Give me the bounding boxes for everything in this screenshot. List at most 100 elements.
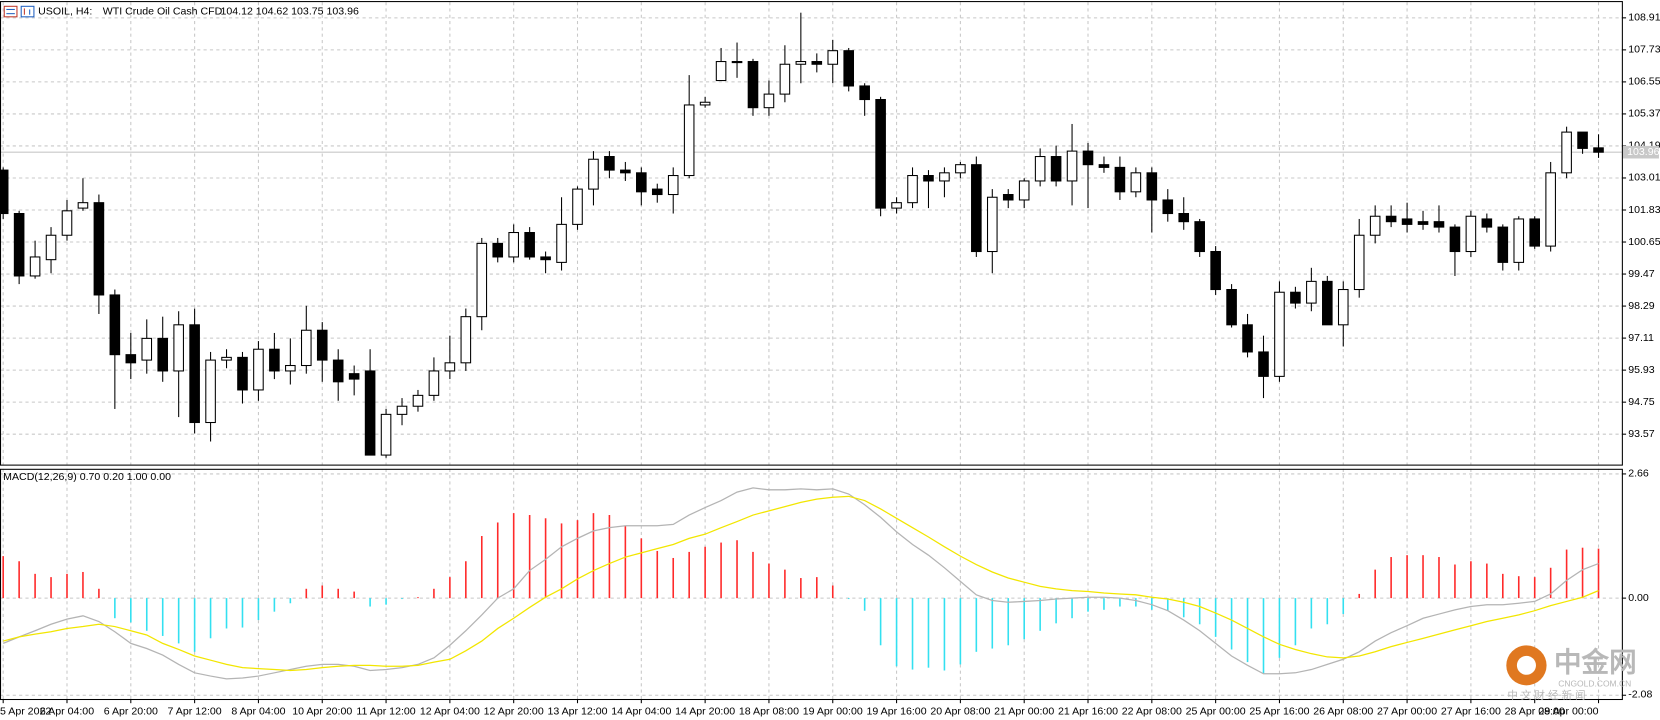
y-tick-label: 98.29 [1628,300,1655,312]
candle-body [1449,226,1461,253]
macd-bar [688,551,690,599]
macd-bar [289,598,292,604]
marks-layer: 108.91 107.73 106.55 105.37 104.19 103.01 101.… [0,12,1660,717]
x-tick-label: 6 Apr 20:00 [104,705,158,717]
candle-body [1210,251,1221,291]
macd-bar [1342,598,1345,614]
y-tick-label: 97.11 [1628,332,1654,344]
y-tick-label: 108.91 [1628,12,1660,24]
candle-body [620,169,631,174]
candle-body [141,337,153,361]
macd-bar [225,598,228,629]
macd-bar [1406,555,1408,599]
macd-bar [544,518,547,599]
brand: 中金网 [1554,647,1637,678]
x-tick-label: 18 Apr 08:00 [739,705,799,717]
x-tick-label: 27 Apr 16:00 [1441,705,1501,717]
candle-body [316,329,328,361]
candle-body [253,348,264,391]
candle-body [1274,291,1285,377]
macd-bar [1135,598,1137,607]
macd-bar [1039,598,1041,631]
macd-bar [1565,549,1568,599]
candle-body [1481,218,1493,228]
macd-bar [1326,598,1329,625]
macd-bar [1422,555,1424,599]
candle-body [699,101,711,106]
candle-body [1353,234,1365,291]
candle-body [986,196,998,253]
candle-body [636,172,647,193]
candle-body [1066,150,1078,182]
candle-body [683,104,695,177]
macd-bar [959,598,962,665]
candle-body [795,61,807,65]
icon-menu[interactable] [3,5,18,18]
tagline: 中 文 财 经 新 闻 [1507,689,1585,702]
macd-bar [1119,598,1121,607]
macd-bar [1390,557,1392,599]
candle-body [667,175,679,196]
x-tick-label: 25 Apr 00:00 [1186,705,1246,717]
candle-body [604,156,615,171]
candle-body [763,93,775,109]
candle-body [332,359,344,383]
macd-bar [512,513,515,599]
macd-bar [433,588,435,599]
macd-bar [385,598,387,605]
candle-body [1098,164,1110,168]
macd-bar [576,520,579,599]
candle-body [13,213,25,277]
candle-body [1513,218,1525,263]
candle-body [205,359,216,424]
y-tick-label: 105.37 [1628,108,1660,120]
x-tick-label: 20 Apr 08:00 [930,705,990,717]
macd-bar [784,569,786,599]
macd-bar [1246,598,1249,663]
x-tick-label: 12 Apr 04:00 [420,705,480,717]
macd-bar [704,546,706,599]
icon-chart[interactable] [20,5,35,18]
macd-bar [975,598,978,652]
candle-body [29,256,41,277]
macd-bar [2,556,4,599]
candle-body [1545,172,1556,247]
macd-bar [401,598,403,600]
macd-bar [847,598,850,600]
macd-bar [1071,598,1073,619]
candle-body [1162,199,1174,215]
candle-body [1369,215,1381,236]
macd-bar [1533,577,1536,599]
macd-bar [321,585,324,599]
candle-body [891,202,902,209]
macd-bar [1581,547,1584,599]
macd-bar [480,536,483,599]
macd-bar [1358,593,1361,599]
candle-body [1018,180,1030,201]
macd-bar [465,561,467,599]
header: USOIL, H4: WTI Crude Oil Cash CFD 104.12… [3,5,359,483]
macd-bar [1198,598,1201,625]
candle-body [157,337,169,372]
candle-body [651,188,663,196]
y-tick-label: 100.65 [1628,236,1660,248]
candle-body [1401,218,1413,225]
x-tick-label: 21 Apr 00:00 [994,705,1054,717]
y-tick-label: 2.66 [1628,468,1649,480]
macd-bar [768,563,770,599]
candle-body [811,61,823,65]
candle-body [492,242,504,258]
macd-bar [1007,598,1010,646]
y-tick-label: 93.57 [1628,428,1655,440]
candle-body [428,370,440,396]
symbol: USOIL, H4: [38,5,92,17]
x-tick-label: 5 Apr 2022 [0,705,51,717]
macd-panel-frame [0,468,1623,701]
x-tick-label: 8 Apr 04:00 [231,705,285,717]
macd-bar [337,588,339,599]
watermark: 中金网 CNGOLD.COM.CN 中 文 财 经 新 闻 [1506,645,1637,702]
candle-body [779,63,791,95]
macd-bar [1294,598,1297,646]
candle-body [1433,221,1445,228]
